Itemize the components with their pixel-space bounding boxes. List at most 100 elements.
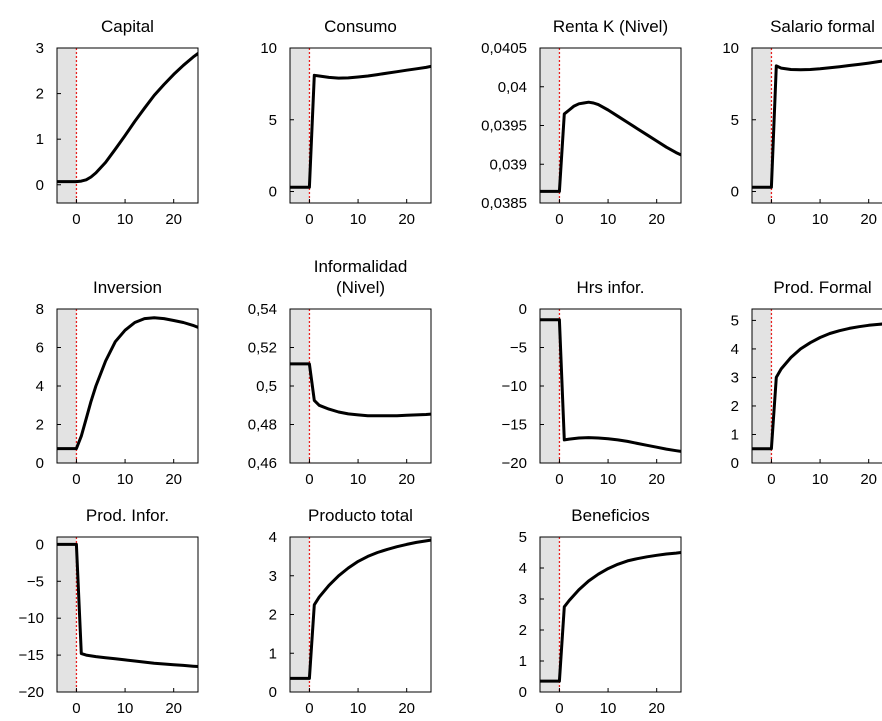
y-tick-label: 0,039 (489, 156, 527, 173)
y-tick-label: 0 (731, 455, 739, 472)
subplot-title: Hrs infor. (576, 278, 644, 297)
y-tick-label: 10 (260, 40, 277, 57)
subplot-10: 0 10 20 0 1 2 3 4 Producto total (269, 506, 432, 717)
y-tick-label: 6 (36, 340, 44, 357)
x-tick-label: 20 (398, 211, 415, 228)
series-line (57, 542, 198, 668)
y-tick-label: 0 (519, 301, 527, 318)
x-tick-label: 10 (600, 211, 617, 228)
subplot-title: Salario formal (770, 17, 875, 36)
x-tick-label: 20 (860, 211, 877, 228)
x-tick-label: 10 (350, 700, 367, 717)
x-tick-label: 20 (648, 700, 665, 717)
x-tick-label: 10 (117, 471, 134, 488)
x-tick-label: 20 (165, 471, 182, 488)
y-tick-label: 2 (519, 622, 527, 639)
x-tick-label: 10 (117, 211, 134, 228)
subplot-title: Prod. Formal (773, 278, 871, 297)
x-tick-label: 0 (767, 471, 775, 488)
axes-frame (289, 47, 432, 204)
pre-shock-shade (540, 309, 560, 463)
pre-shock-shade (290, 309, 310, 463)
y-tick-label: 5 (269, 112, 277, 129)
y-tick-label: 0,0385 (481, 195, 527, 212)
subplot-8: 0 10 20 0 1 2 3 4 5 Prod. Formal (731, 278, 882, 488)
subplot-title: Renta K (Nivel) (553, 17, 668, 36)
y-tick-label: 0,54 (248, 301, 277, 318)
x-tick-label: 10 (600, 471, 617, 488)
subplot-title: Consumo (324, 17, 397, 36)
y-tick-label: −10 (502, 378, 527, 395)
subplot-3: 0 10 20 0,0385 0,039 0,0395 0,04 0,0405 Renta K … (481, 17, 682, 228)
subplot-title: Capital (101, 17, 154, 36)
y-tick-label: 2 (36, 417, 44, 434)
y-tick-label: −5 (27, 573, 44, 590)
subplot-title: Beneficios (571, 506, 649, 525)
y-tick-label: 0,46 (248, 455, 277, 472)
pre-shock-shade (752, 48, 772, 203)
y-tick-label: 3 (36, 40, 44, 57)
axes-frame (56, 536, 199, 693)
x-tick-label: 20 (398, 700, 415, 717)
axes-frame (539, 536, 682, 693)
pre-shock-shade (290, 48, 310, 203)
y-tick-label: 3 (269, 568, 277, 585)
x-tick-label: 0 (555, 700, 563, 717)
y-tick-label: 5 (519, 529, 527, 546)
series-line (540, 318, 681, 453)
series-line (290, 362, 431, 418)
y-tick-label: 0,04 (498, 79, 527, 96)
y-tick-label: −10 (19, 610, 44, 627)
y-tick-label: 5 (731, 312, 739, 329)
x-tick-label: 0 (305, 700, 313, 717)
y-tick-label: 4 (731, 341, 739, 358)
x-tick-label: 0 (72, 471, 80, 488)
x-tick-label: 10 (812, 211, 829, 228)
x-tick-label: 0 (555, 211, 563, 228)
y-tick-label: 2 (269, 607, 277, 624)
series-line (752, 59, 882, 189)
pre-shock-shade (57, 309, 77, 463)
series-line (290, 64, 431, 189)
series-line (57, 52, 198, 184)
pre-shock-shade (57, 48, 77, 203)
y-tick-label: 3 (519, 591, 527, 608)
y-tick-label: 2 (36, 86, 44, 103)
y-tick-label: 1 (519, 653, 527, 670)
subplot-title: Producto total (308, 506, 413, 525)
y-tick-label: 4 (519, 560, 527, 577)
pre-shock-shade (540, 48, 560, 203)
subplot-title: Prod. Infor. (86, 506, 169, 525)
x-tick-label: 0 (72, 700, 80, 717)
subplot-title: (Nivel) (336, 278, 385, 297)
y-tick-label: −15 (19, 647, 44, 664)
y-tick-label: 1 (36, 131, 44, 148)
subplot-1: 0 10 20 0 1 2 3 Capital (36, 17, 199, 228)
y-tick-label: −20 (19, 684, 44, 701)
pre-shock-shade (57, 537, 77, 692)
subplot-11: 0 10 20 0 1 2 3 4 5 Beneficios (519, 506, 682, 717)
x-tick-label: 10 (117, 700, 134, 717)
y-tick-label: 3 (731, 369, 739, 386)
y-tick-label: 1 (269, 645, 277, 662)
y-tick-label: 0 (36, 177, 44, 194)
y-tick-label: 0,0395 (481, 118, 527, 135)
x-tick-label: 0 (767, 211, 775, 228)
y-tick-label: 0 (36, 536, 44, 553)
series-line (290, 538, 431, 680)
subplot-4: 0 10 20 0 5 10 Salario formal (722, 17, 882, 228)
axes-frame (56, 47, 199, 204)
axes-frame (751, 47, 882, 204)
y-tick-label: 0 (269, 684, 277, 701)
x-tick-label: 20 (860, 471, 877, 488)
subplot-2: 0 10 20 0 5 10 Consumo (260, 17, 432, 228)
x-tick-label: 0 (305, 471, 313, 488)
series-line (540, 551, 681, 683)
x-tick-label: 10 (350, 211, 367, 228)
x-tick-label: 0 (72, 211, 80, 228)
x-tick-label: 20 (648, 471, 665, 488)
subplot-9: 0 10 20 −20 −15 −10 −5 0 Prod. Infor. (19, 506, 199, 717)
y-tick-label: 0,48 (248, 417, 277, 434)
y-tick-label: 2 (731, 398, 739, 415)
